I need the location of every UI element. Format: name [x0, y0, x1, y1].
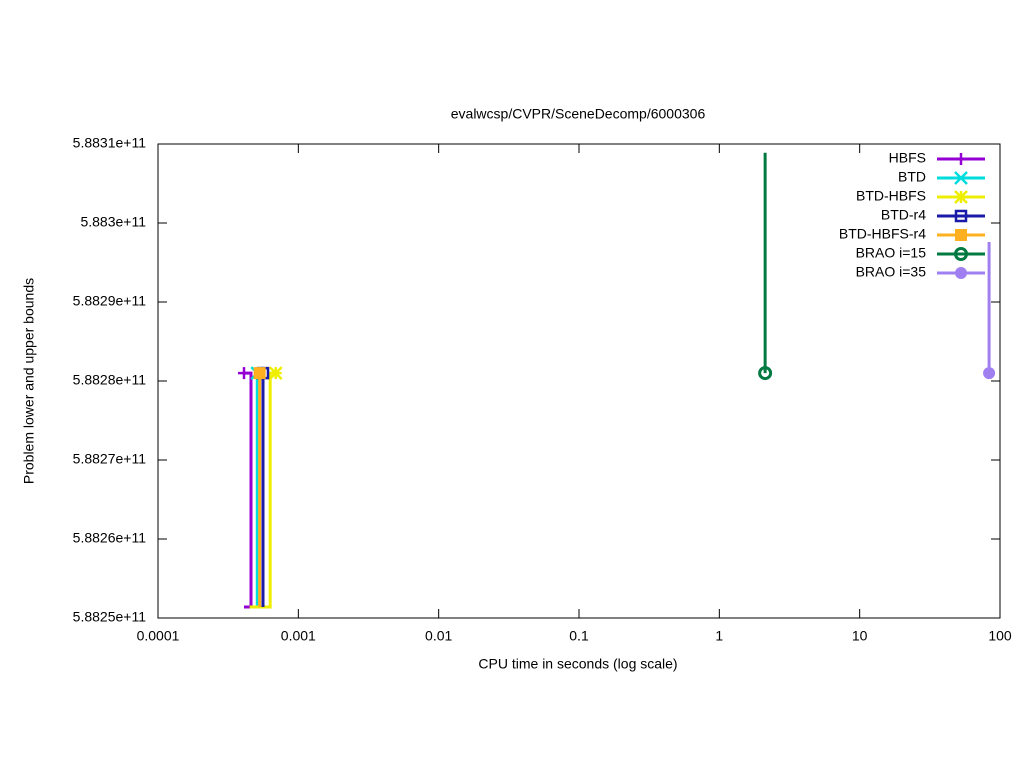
legend-label: BTD-HBFS-r4 — [839, 226, 926, 242]
x-tick-label: 0.0001 — [137, 628, 180, 644]
marker-stroke — [954, 171, 968, 185]
plot-border — [157, 143, 1001, 619]
marker — [955, 153, 967, 165]
marker-stroke — [268, 366, 283, 380]
x-tick-label: 1 — [715, 628, 723, 644]
marker — [955, 229, 967, 241]
marker-shape — [954, 247, 968, 261]
marker — [253, 367, 266, 380]
marker-shape — [983, 367, 996, 380]
marker — [983, 367, 996, 380]
marker-shape — [253, 367, 266, 380]
y-tick-label: 5.8828e+11 — [73, 372, 147, 388]
marker-shape — [955, 229, 967, 241]
marker — [954, 209, 968, 223]
marker — [954, 247, 968, 261]
marker — [268, 366, 283, 380]
marker-shape — [955, 267, 967, 279]
y-tick-label: 5.8831e+11 — [73, 135, 147, 151]
marker-shape — [954, 209, 968, 223]
marker — [758, 366, 773, 381]
y-tick-label: 5.8825e+11 — [73, 609, 147, 625]
x-axis-label: CPU time in seconds (log scale) — [478, 656, 677, 672]
y-tick-label: 5.8829e+11 — [73, 293, 147, 309]
plot-area: 5.8825e+11 5.8826e+11 5.8827e+11 5.8828e+11… — [73, 135, 1012, 644]
x-tick-label: 0.01 — [425, 628, 452, 644]
marker — [954, 190, 968, 204]
marker — [954, 171, 968, 185]
legend-label: BTD-HBFS — [856, 188, 926, 204]
y-tick-label: 5.883e+11 — [80, 214, 146, 230]
legend-label: BTD-r4 — [881, 207, 926, 223]
x-tick-label: 0.001 — [281, 628, 316, 644]
x-tick-label: 100 — [988, 628, 1012, 644]
legend-label: BRAO i=35 — [856, 264, 927, 280]
legend-label: BRAO i=15 — [856, 245, 927, 261]
y-tick-label: 5.8826e+11 — [73, 530, 147, 546]
marker — [955, 267, 967, 279]
legend: HBFS BTD BTD-HBFS BTD-r4 BTD-HBFS-r4 BRAO i=1… — [839, 150, 985, 280]
legend-label: HBFS — [889, 150, 926, 166]
y-axis-label: Problem lower and upper bounds — [21, 278, 37, 484]
x-tick-label: 10 — [852, 628, 868, 644]
chart-title: evalwcsp/CVPR/SceneDecomp/6000306 — [451, 106, 706, 122]
marker-shape — [758, 366, 773, 381]
marker — [237, 367, 250, 380]
x-tick-label: 0.1 — [569, 628, 589, 644]
marker-stroke — [954, 190, 968, 204]
y-tick-label: 5.8827e+11 — [73, 451, 147, 467]
legend-label: BTD — [898, 169, 926, 185]
